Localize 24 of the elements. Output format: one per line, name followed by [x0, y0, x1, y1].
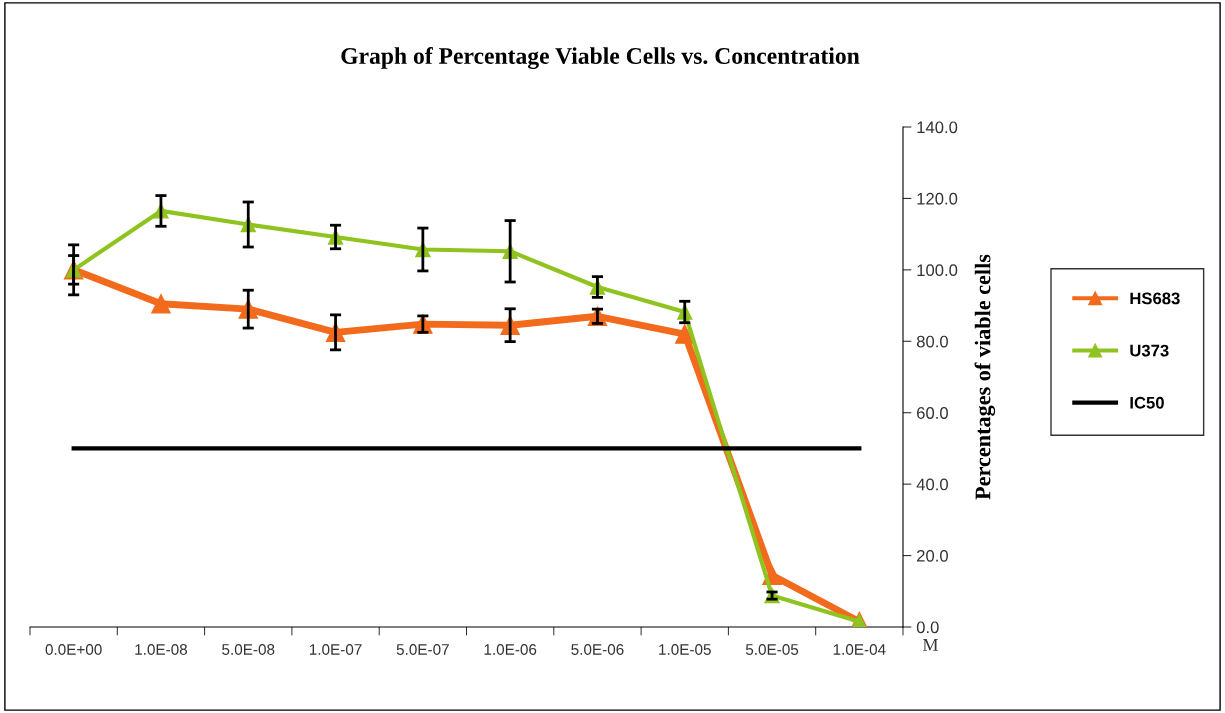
legend-label: HS683: [1130, 292, 1180, 305]
x-tick-label: 0.0E+00: [45, 644, 102, 655]
legend-label: IC50: [1130, 396, 1164, 409]
x-tick-label: 1.0E-06: [484, 644, 537, 655]
x-tick-label: 5.0E-07: [396, 644, 449, 655]
legend-label: U373: [1130, 344, 1169, 357]
x-tick-label: 1.0E-05: [659, 644, 711, 655]
x-tick-label: 1.0E-04: [833, 644, 886, 655]
x-axis-title: M: [922, 638, 938, 651]
y-tick-label: 20.0: [917, 549, 948, 562]
x-tick-label: 5.0E-05: [745, 644, 799, 655]
y-tick-label: 120.0: [917, 192, 958, 205]
x-tick-label: 1.0E-07: [309, 644, 362, 655]
y-axis-title: Percentages of viable cells: [974, 254, 996, 500]
y-tick-label: 60.0: [917, 407, 948, 419]
x-tick-label: 1.0E-08: [135, 644, 188, 655]
y-tick-label: 140.0: [917, 121, 958, 134]
y-tick-label: 100.0: [917, 264, 958, 277]
y-tick-label: 40.0: [916, 478, 948, 491]
x-tick-label: 5.0E-06: [571, 644, 624, 655]
y-tick-label: 80.0: [916, 335, 948, 348]
chart-title: Graph of Percentage Viable Cells vs. Concentration: [341, 47, 860, 69]
x-tick-label: 5.0E-08: [222, 644, 275, 655]
y-tick-label: 0.0: [916, 621, 939, 634]
